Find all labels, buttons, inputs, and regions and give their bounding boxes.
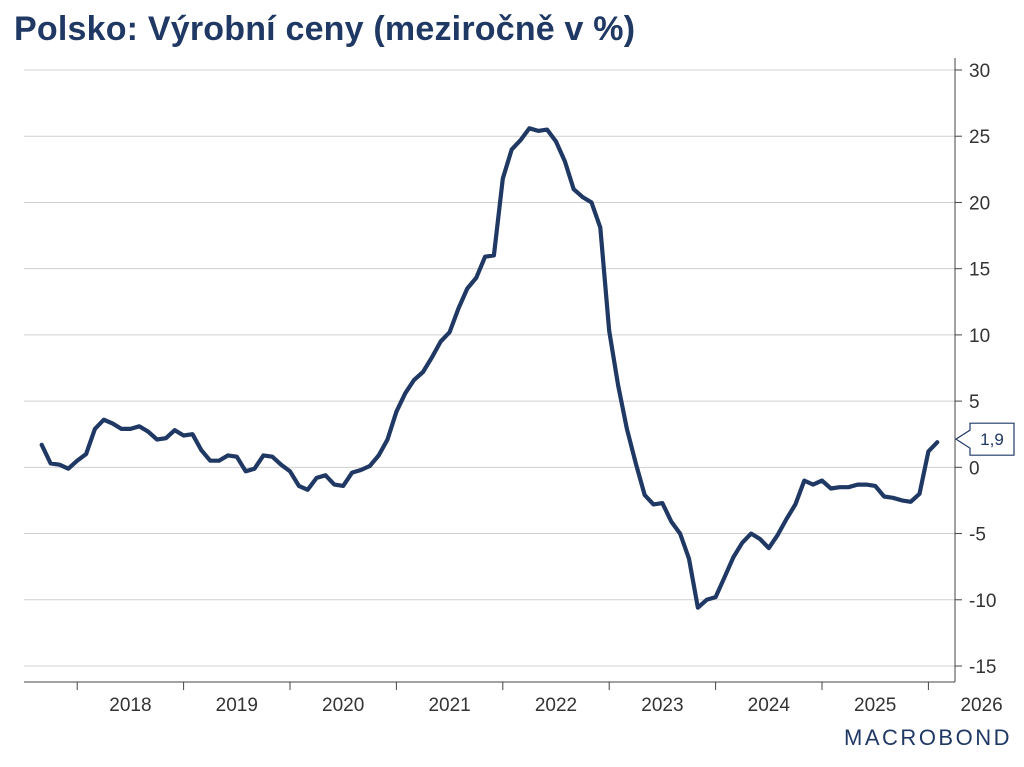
series-line — [39, 126, 940, 610]
x-tick-label: 2019 — [216, 695, 258, 716]
y-tick-label: 15 — [969, 260, 990, 281]
y-tick-label: -15 — [969, 657, 996, 678]
callout-label: 1,9 — [980, 430, 1004, 449]
y-tick-label: 5 — [969, 392, 980, 413]
y-tick-label: 20 — [969, 193, 990, 214]
y-axis-ticks: 30 25 20 15 10 5 0 -5 -10 -15 — [955, 61, 996, 678]
y-tick-label: 0 — [969, 458, 980, 479]
x-tick-label: 2022 — [535, 695, 577, 716]
callout-box — [954, 422, 1015, 456]
x-tick-label: 2020 — [322, 695, 364, 716]
x-tick-label: 2018 — [109, 695, 151, 716]
page-title: Polsko: Výrobní ceny (meziročně v %) — [14, 10, 636, 48]
axes — [24, 58, 956, 683]
x-tick-label: 2025 — [854, 695, 896, 716]
y-tick-label: -5 — [969, 525, 986, 546]
macrobond-logo: MACROBOND — [844, 725, 1012, 750]
y-tick-label: 10 — [969, 326, 990, 347]
x-tick-label: 2024 — [748, 695, 791, 716]
grid-lines — [24, 69, 955, 667]
x-tick-label: 2021 — [428, 695, 470, 716]
y-tick-label: 30 — [969, 61, 990, 82]
last-value-callout: 1,9 — [954, 422, 1015, 456]
x-tick-label: 2023 — [641, 695, 683, 716]
x-axis-ticks: 2018 2019 2020 2021 2022 2023 2024 2025 2026 — [76, 682, 1003, 716]
y-tick-label: -10 — [969, 591, 996, 612]
x-tick-label: 2026 — [960, 695, 1002, 716]
y-tick-label: 25 — [969, 127, 990, 148]
series-group — [39, 126, 940, 610]
